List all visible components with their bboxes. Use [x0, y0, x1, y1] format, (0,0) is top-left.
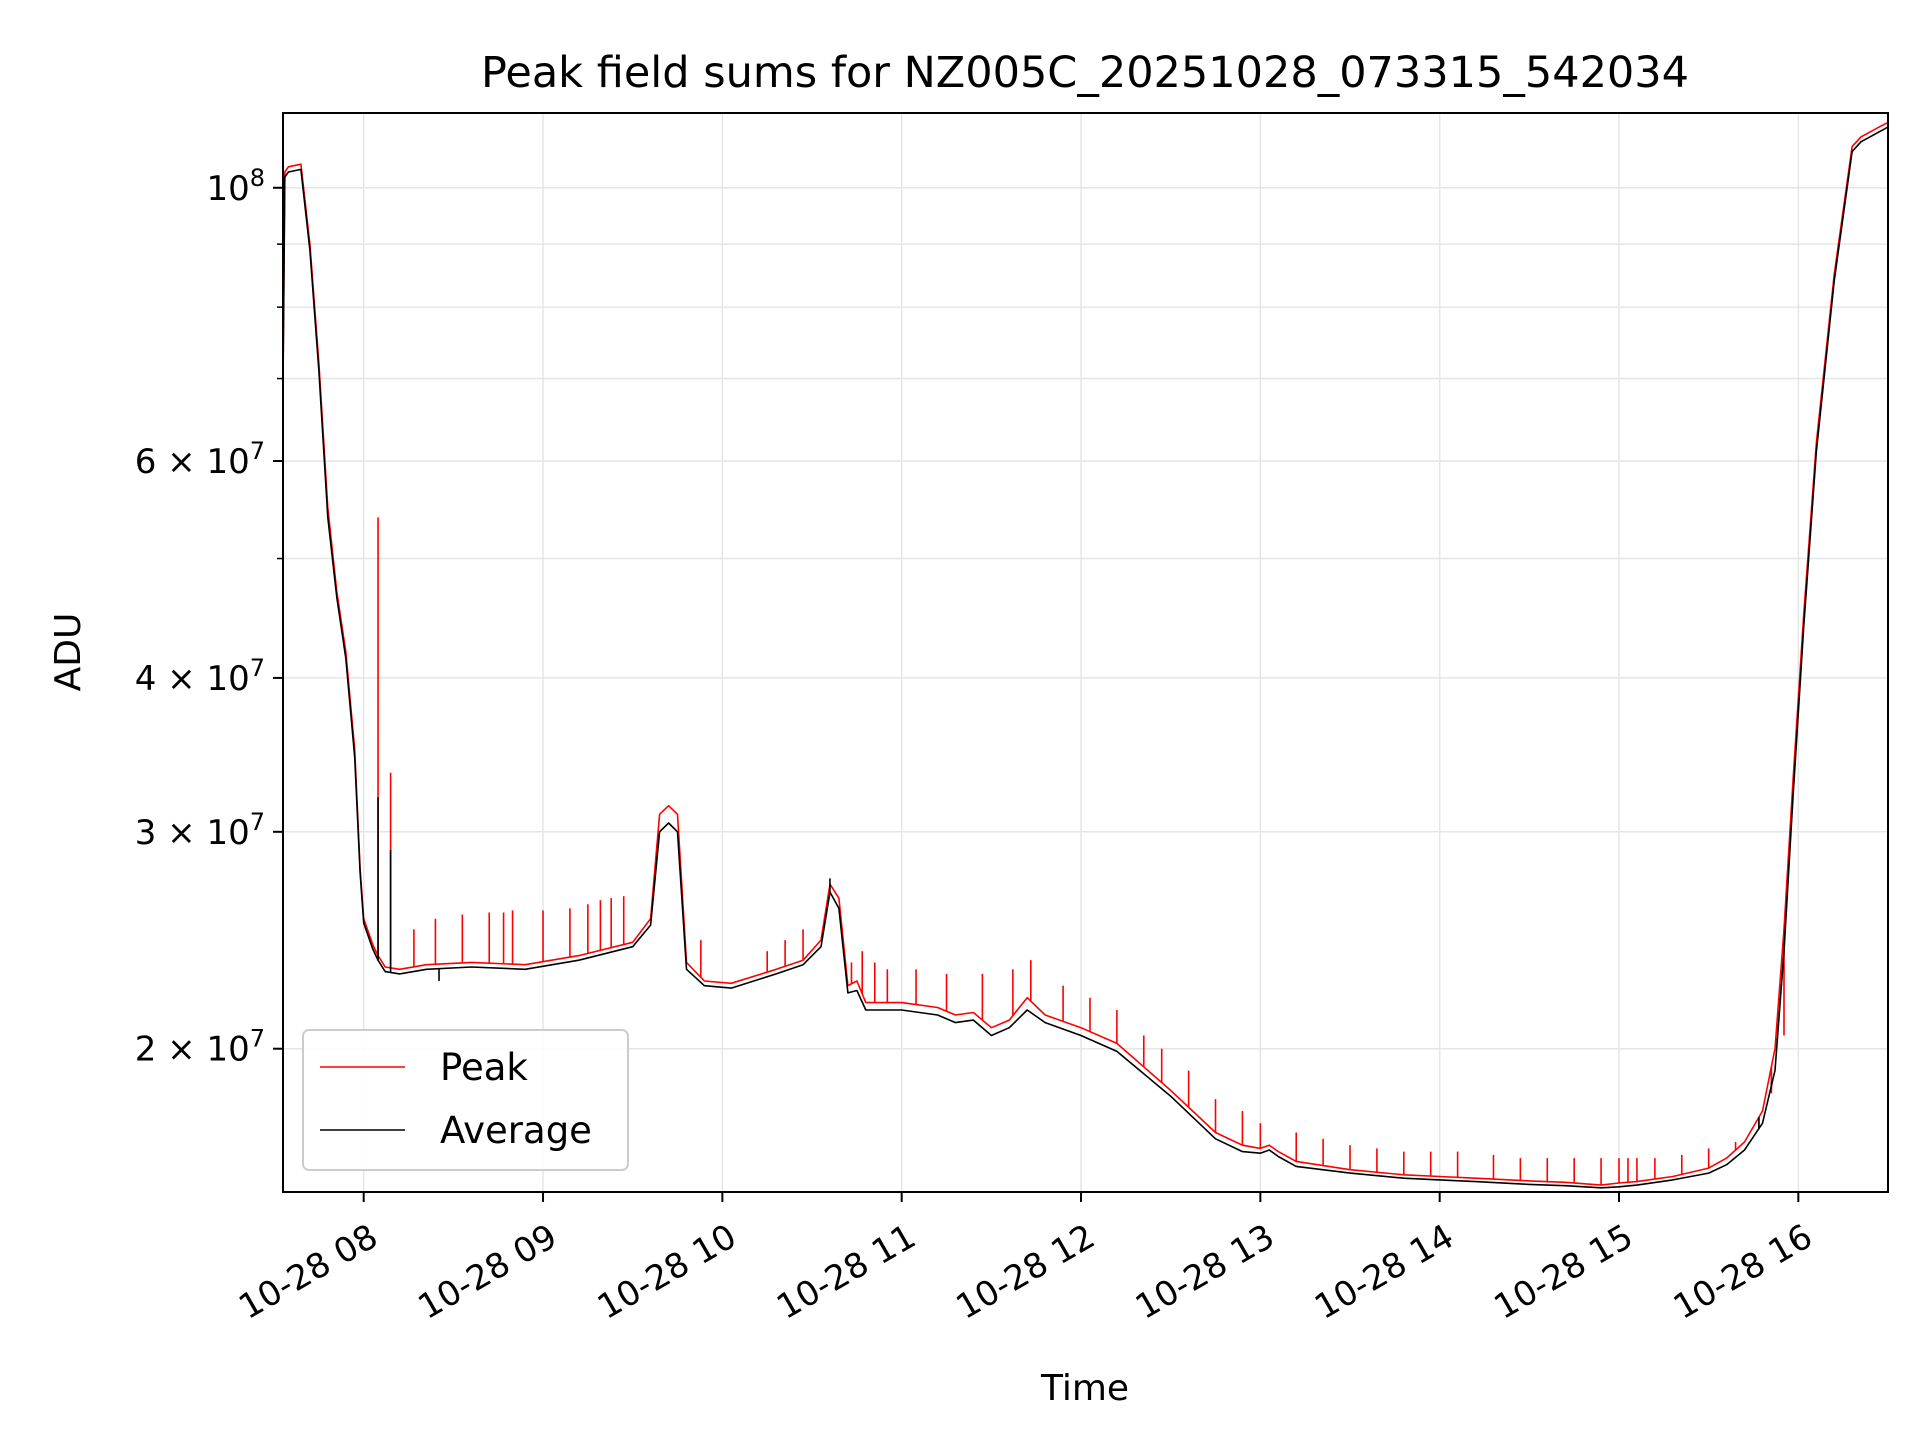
y-tick-label: 4 × 107 — [135, 654, 265, 699]
legend: Peak Average — [302, 1029, 629, 1171]
x-tick-label: 10-28 15 — [1488, 1217, 1640, 1328]
x-tick-label: 10-28 09 — [412, 1217, 564, 1328]
plot-frame — [282, 112, 1889, 1193]
series-line-peak — [282, 121, 1889, 1186]
x-tick-label: 10-28 14 — [1308, 1217, 1460, 1328]
series-line-average — [282, 126, 1889, 1189]
y-axis-title: ADU — [48, 613, 89, 692]
legend-box — [302, 1029, 629, 1171]
y-tick-label: 3 × 107 — [135, 808, 265, 853]
y-tick-label: 6 × 107 — [135, 437, 265, 482]
y-tick-label: 2 × 107 — [135, 1025, 265, 1070]
legend-label-average: Average — [440, 1109, 592, 1152]
legend-label-peak: Peak — [440, 1046, 528, 1089]
x-tick-label: 10-28 16 — [1667, 1217, 1819, 1328]
series-layer — [282, 121, 1889, 1189]
series-average — [282, 126, 1889, 1189]
x-tick-label: 10-28 12 — [950, 1217, 1102, 1328]
chart-title: Peak field sums for NZ005C_20251028_0733… — [481, 48, 1689, 98]
grid-lines — [283, 113, 1888, 1192]
y-tick-label: 108 — [206, 164, 265, 209]
x-axis-title: Time — [1040, 1368, 1129, 1409]
x-tick-label: 10-28 08 — [232, 1217, 384, 1328]
series-peak — [282, 121, 1889, 1186]
x-tick-label: 10-28 13 — [1129, 1217, 1281, 1328]
x-tick-label: 10-28 10 — [591, 1217, 743, 1328]
x-tick-label: 10-28 11 — [770, 1217, 922, 1328]
